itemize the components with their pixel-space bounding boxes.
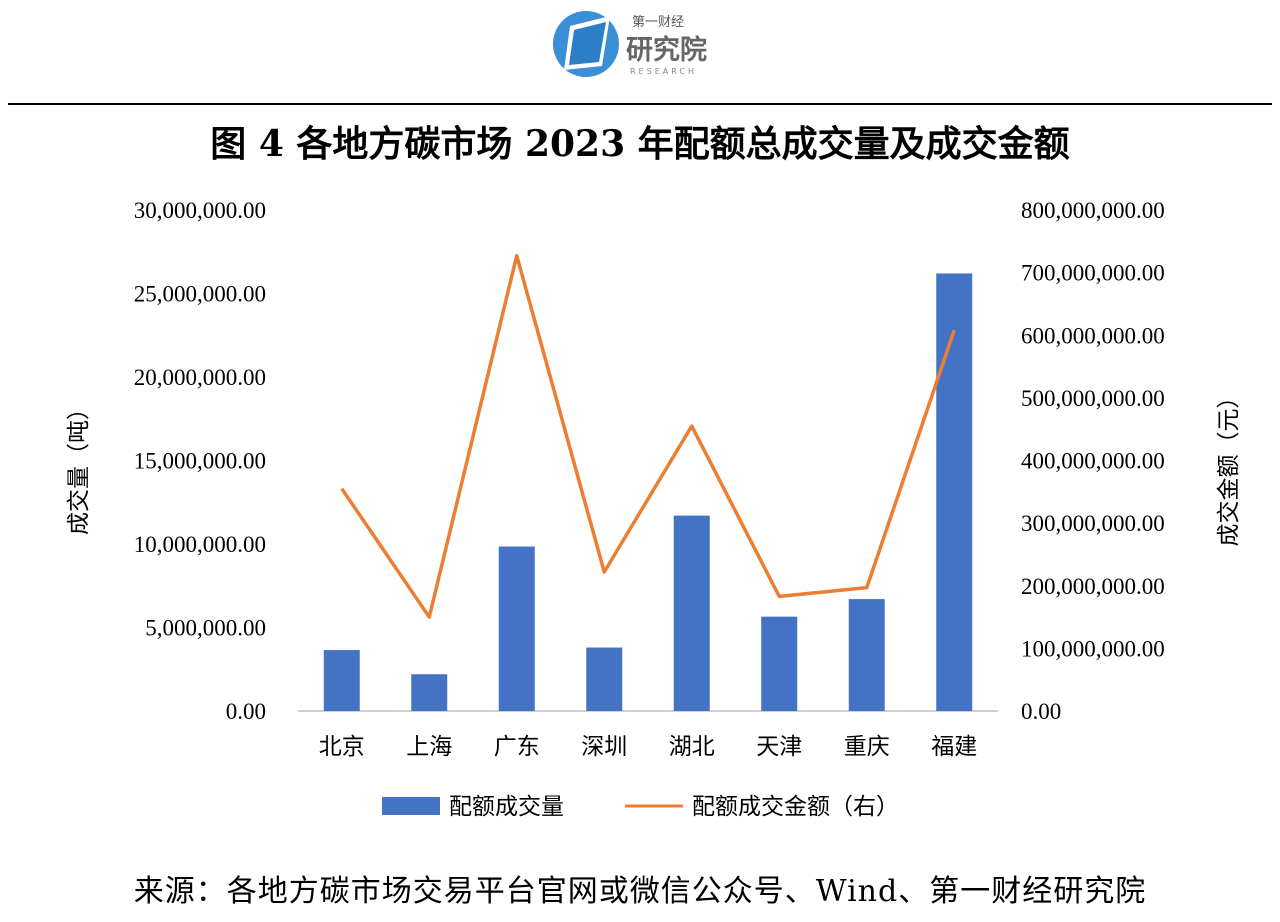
right-tick-label: 600,000,000.00 <box>1021 323 1165 348</box>
category-label: 北京 <box>319 734 365 760</box>
left-tick-label: 0.00 <box>226 699 266 724</box>
bar <box>673 515 710 711</box>
category-labels: 北京 上海 广东 深圳 湖北 天津 重庆 福建 <box>319 734 978 760</box>
category-label: 上海 <box>406 734 452 760</box>
line-series <box>340 253 956 619</box>
logo-en: RESEARCH <box>630 67 697 76</box>
right-axis-ticks: 0.00 100,000,000.00 200,000,000.00 300,000,… <box>1021 198 1165 724</box>
left-tick-label: 20,000,000.00 <box>134 365 266 390</box>
left-axis-ticks: 0.00 5,000,000.00 10,000,000.00 15,000,000.… <box>134 198 266 724</box>
bar <box>498 546 535 711</box>
left-axis-title: 成交量（吨） <box>66 397 92 535</box>
legend-bar-label: 配额成交量 <box>449 794 564 820</box>
bar <box>411 674 448 711</box>
source-note: 来源：各地方碳市场交易平台官网或微信公众号、Wind、第一财经研究院 <box>133 874 1147 909</box>
right-tick-label: 200,000,000.00 <box>1021 574 1165 599</box>
right-tick-label: 100,000,000.00 <box>1021 636 1165 661</box>
right-tick-label: 400,000,000.00 <box>1021 449 1165 474</box>
right-tick-label: 700,000,000.00 <box>1021 261 1165 286</box>
bar <box>323 650 360 711</box>
research-logo: 第一财经 研究院 RESEARCH <box>553 11 707 77</box>
bar <box>586 647 623 711</box>
left-tick-label: 30,000,000.00 <box>134 198 266 223</box>
header-rule <box>8 103 1272 105</box>
legend: 配额成交量 配额成交金额（右） <box>382 794 899 820</box>
category-label: 天津 <box>756 734 802 760</box>
left-tick-label: 10,000,000.00 <box>134 532 266 557</box>
left-tick-label: 25,000,000.00 <box>134 282 266 307</box>
left-tick-label: 5,000,000.00 <box>145 616 266 641</box>
left-tick-label: 15,000,000.00 <box>134 449 266 474</box>
legend-bar-swatch <box>382 797 440 815</box>
bar <box>848 599 885 711</box>
bar <box>936 273 973 711</box>
combo-chart: 0.00 5,000,000.00 10,000,000.00 15,000,000.… <box>66 198 1242 820</box>
logo-cn-big: 研究院 <box>626 34 707 66</box>
logo-cn-small: 第一财经 <box>632 15 684 30</box>
right-tick-label: 300,000,000.00 <box>1021 511 1165 536</box>
category-label: 广东 <box>494 734 540 760</box>
chart-title: 图 4 各地方碳市场 2023 年配额总成交量及成交金额 <box>210 123 1070 165</box>
right-axis-title: 成交金额（元） <box>1216 386 1242 547</box>
legend-line-label: 配额成交金额（右） <box>692 794 899 820</box>
category-label: 重庆 <box>844 734 890 760</box>
category-label: 福建 <box>931 734 977 760</box>
right-tick-label: 800,000,000.00 <box>1021 198 1165 223</box>
category-label: 深圳 <box>581 734 627 760</box>
bar-series <box>323 273 973 711</box>
right-tick-label: 500,000,000.00 <box>1021 386 1165 411</box>
bar <box>761 616 798 711</box>
category-label: 湖北 <box>669 734 715 760</box>
right-tick-label: 0.00 <box>1021 699 1061 724</box>
